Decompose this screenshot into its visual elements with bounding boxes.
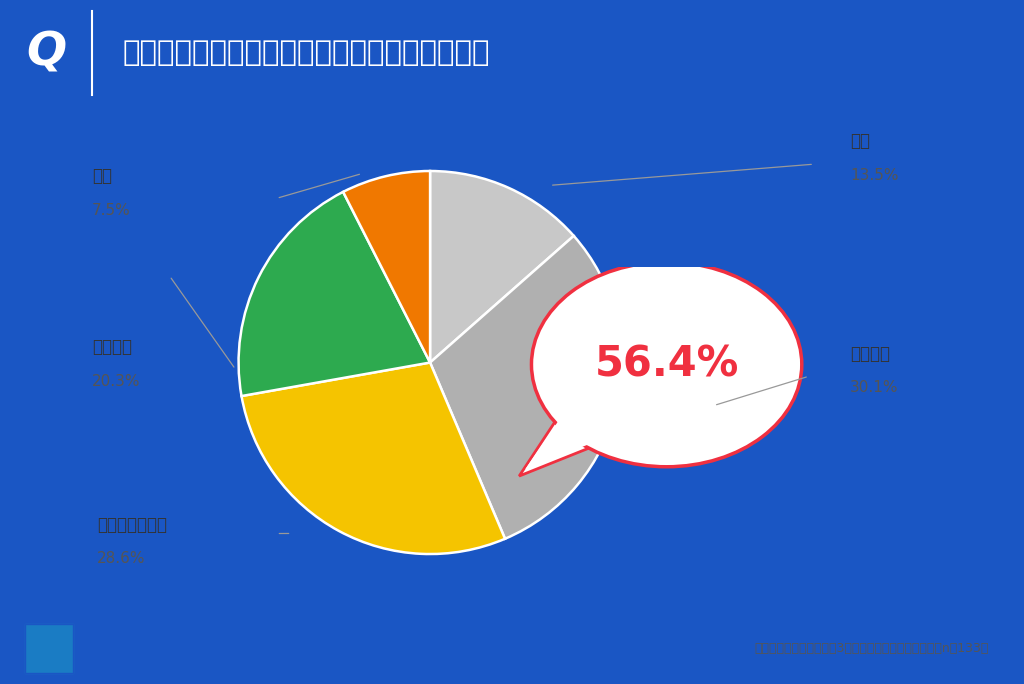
Text: Q: Q: [26, 31, 67, 75]
Wedge shape: [242, 363, 505, 554]
Text: 現在塾に通っている中学3年生の子どもがいる保護者（n＝133）: 現在塾に通っている中学3年生の子どもがいる保護者（n＝133）: [755, 642, 989, 655]
Text: 56.4%: 56.4%: [595, 343, 738, 386]
Text: 塾の満足度について教えてください。【料金】: 塾の満足度について教えてください。【料金】: [123, 39, 490, 67]
Wedge shape: [430, 171, 573, 363]
Wedge shape: [430, 236, 622, 539]
Wedge shape: [239, 192, 430, 396]
Text: 28.6%: 28.6%: [97, 551, 145, 566]
Bar: [26, 624, 73, 672]
Text: やや満足: やや満足: [850, 345, 890, 363]
Text: やや不満: やや不満: [92, 338, 132, 356]
Polygon shape: [519, 411, 624, 476]
Text: 満足: 満足: [850, 133, 870, 150]
Text: 30.1%: 30.1%: [850, 380, 898, 395]
Text: 20.3%: 20.3%: [92, 373, 140, 389]
Polygon shape: [525, 411, 621, 469]
Text: 13.5%: 13.5%: [850, 168, 898, 183]
Text: 不満: 不満: [92, 167, 113, 185]
Text: どちらでもない: どちらでもない: [97, 516, 167, 534]
Text: 7.5%: 7.5%: [92, 202, 131, 218]
Wedge shape: [343, 171, 430, 363]
Circle shape: [531, 262, 802, 466]
Text: じゅけラボ予備校: じゅけラボ予備校: [87, 641, 161, 656]
Bar: [26, 624, 73, 672]
